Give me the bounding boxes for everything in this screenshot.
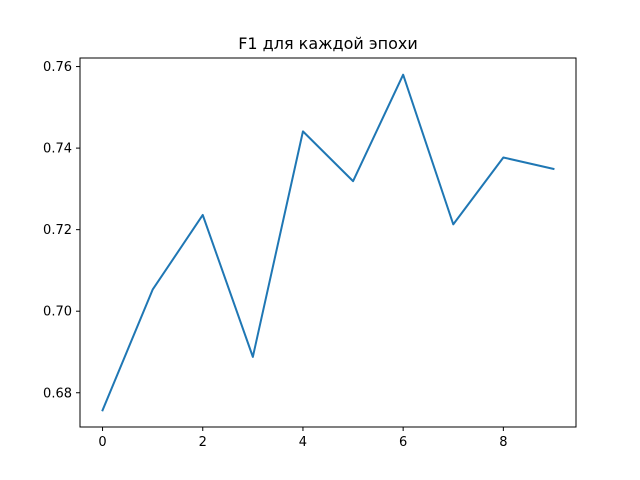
- y-axis: 0.68 0.70 0.72 0.74 0.76: [43, 60, 80, 401]
- series-layer: [101, 73, 555, 412]
- x-tick-label: 0: [98, 435, 106, 450]
- series-line: [101, 73, 555, 412]
- y-tick-label: 0.70: [43, 305, 72, 320]
- plot-area: [80, 58, 576, 427]
- x-tick-label: 2: [199, 435, 207, 450]
- x-tick-label: 8: [499, 435, 507, 450]
- y-tick-label: 0.68: [43, 386, 72, 401]
- y-tick-label: 0.72: [43, 223, 72, 238]
- x-axis: 0 2 4 6 8: [98, 427, 507, 450]
- plot-frame: [79, 57, 577, 428]
- x-tick-label: 6: [399, 435, 407, 450]
- y-tick-label: 0.76: [43, 60, 72, 75]
- y-tick-label: 0.74: [43, 142, 72, 157]
- x-tick-label: 4: [299, 435, 307, 450]
- chart-title: F1 для каждой эпохи: [238, 34, 418, 53]
